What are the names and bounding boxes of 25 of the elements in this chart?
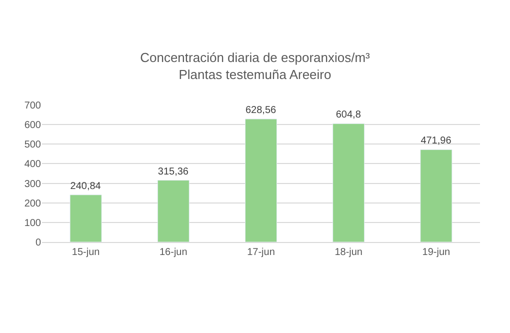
y-tick-label: 300 [24,178,42,190]
y-tick-label: 400 [24,159,42,170]
y-tick-label: 600 [24,120,42,132]
bar [157,180,190,242]
y-tick-label: 0 [35,238,42,248]
data-label: 471,96 [420,136,452,147]
y-tick-label: 700 [24,100,42,112]
bar [332,123,365,242]
chart-title: Concentración diaria de esporanxios/m³ [140,50,371,65]
y-tick-label: 500 [24,140,42,151]
data-label: 604,8 [336,110,362,121]
y-tick-label: 200 [24,198,42,210]
chart-subtitle: Plantas testemuña Areeiro [178,66,332,82]
data-label: 315,36 [158,166,189,178]
x-tick-label: 18-jun [334,247,363,258]
x-tick-label: 17-jun [247,247,275,258]
data-label: 240,84 [70,180,102,192]
bar [70,194,102,242]
x-tick-label: 15-jun [72,247,100,258]
data-label: 628,56 [245,104,277,116]
bar [420,149,452,242]
x-tick-label: 16-jun [159,247,188,258]
x-tick-label: 19-jun [422,247,450,258]
y-tick-label: 100 [24,218,42,229]
bar [244,118,278,242]
